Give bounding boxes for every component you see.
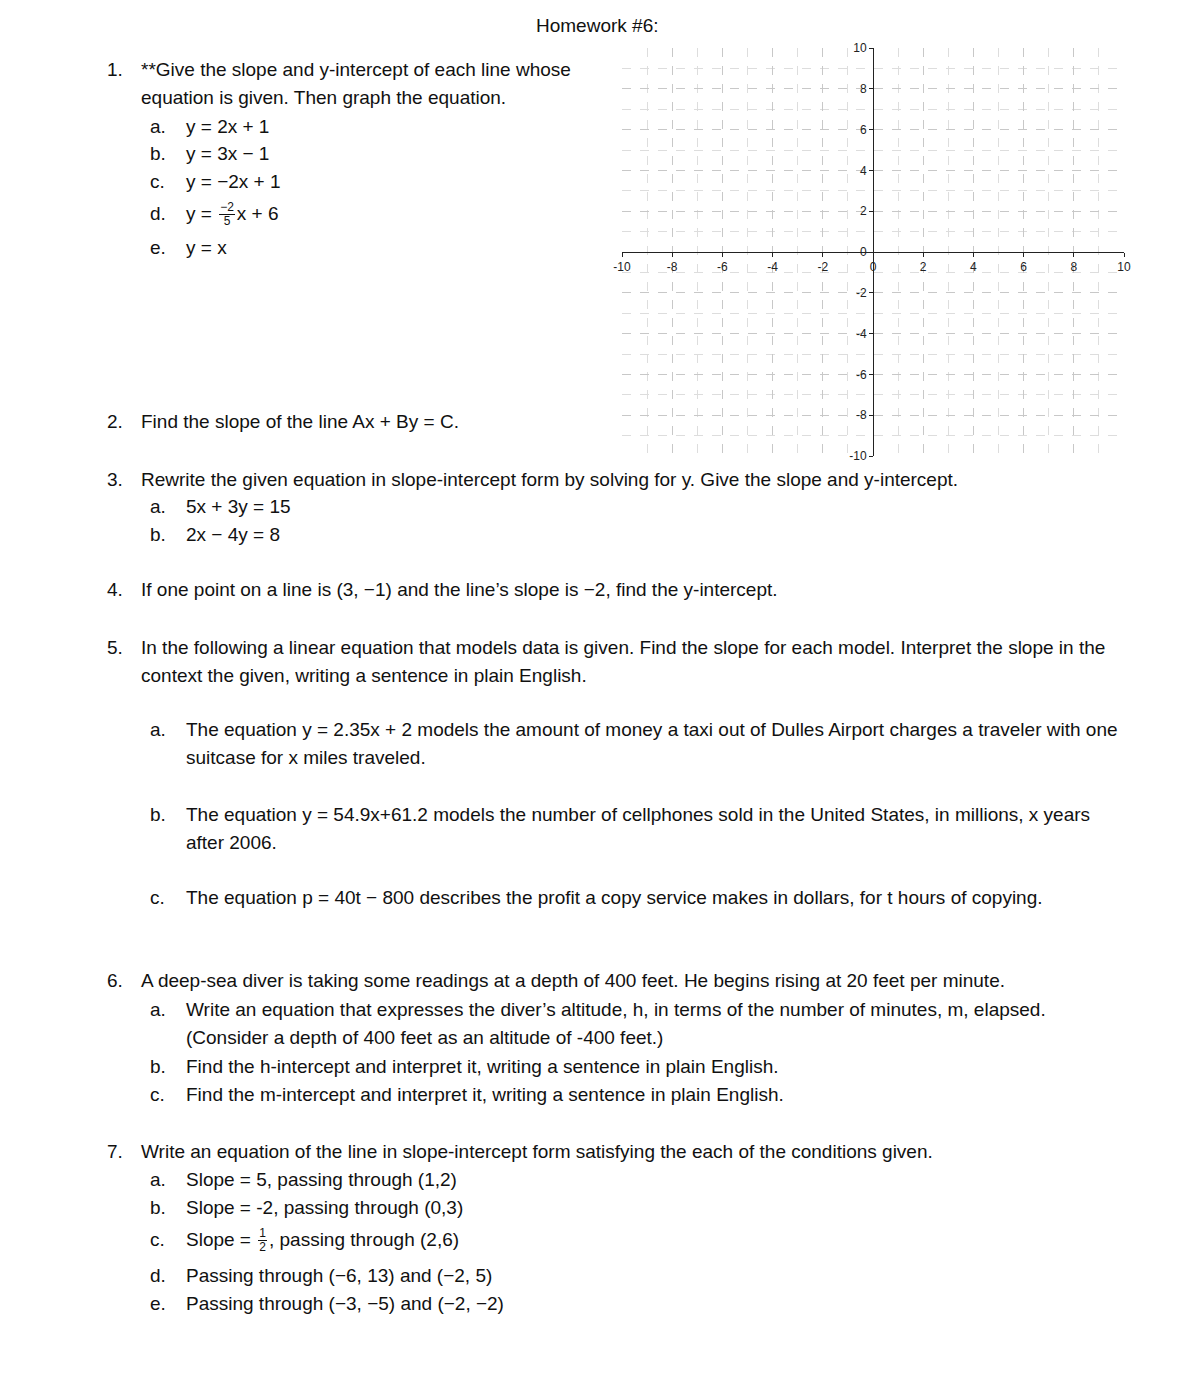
html-text:3.: 3. — [107, 469, 123, 490]
html-text:2, passing through (2,6): 2, passing through (2,6) — [259, 1229, 460, 1255]
svg-text:0: 0 — [860, 245, 867, 259]
html-text:d.: d. — [150, 203, 166, 224]
html-text:Rewrite the given equation in: Rewrite the given equation in slope-inte… — [141, 469, 959, 490]
html-text:7.: 7. — [107, 1141, 123, 1162]
svg-text:2: 2 — [920, 260, 927, 274]
svg-text:2: 2 — [860, 204, 867, 218]
svg-text:4: 4 — [860, 164, 867, 178]
html-text:Slope = 5, passing through (1,: Slope = 5, passing through (1,2) — [186, 1169, 457, 1190]
html-text:The equation y = 54.9x+61.2 mo: The equation y = 54.9x+61.2 models the n… — [186, 804, 1091, 853]
html-text:b.: b. — [150, 1197, 166, 1218]
html-text:y = −2x + 1: y = −2x + 1 — [186, 171, 281, 192]
svg-text:6: 6 — [1020, 260, 1027, 274]
html-text:Find the h-intercept and inter: Find the h-intercept and interpret it, w… — [186, 1056, 779, 1077]
svg-text:-8: -8 — [667, 260, 678, 274]
svg-text:-4: -4 — [767, 260, 778, 274]
html-text:Passing through (−3, −5) and (: Passing through (−3, −5) and (−2, −2) — [186, 1293, 504, 1314]
svg-text:-8: -8 — [856, 408, 867, 422]
html-text:Write an equation that express: Write an equation that expresses the div… — [186, 999, 1046, 1048]
html-text:y = 3x − 1: y = 3x − 1 — [186, 143, 270, 164]
html-text:Write an equation of the line: Write an equation of the line in slope-i… — [141, 1141, 933, 1162]
html-text:5x + 3y = 15: 5x + 3y = 15 — [186, 496, 291, 517]
svg-text:10: 10 — [853, 41, 867, 55]
svg-text:-10: -10 — [613, 260, 631, 274]
html-text:b.: b. — [150, 524, 166, 545]
svg-text:-2: -2 — [817, 260, 828, 274]
html-text:c.: c. — [150, 1084, 165, 1105]
html-text:b.: b. — [150, 143, 166, 164]
html-text:c.: c. — [150, 1229, 165, 1250]
svg-text:-4: -4 — [856, 327, 867, 341]
svg-text:-6: -6 — [856, 368, 867, 382]
svg-text:4: 4 — [970, 260, 977, 274]
html-text:b.: b. — [150, 804, 166, 825]
html-text:**Give the slope and y-interce: **Give the slope and y-intercept of each… — [141, 59, 571, 108]
html-text:A deep-sea diver is taking som: A deep-sea diver is taking some readings… — [141, 970, 1005, 991]
html-text:y = x: y = x — [186, 237, 227, 258]
html-text:Slope =1: Slope =1 — [186, 1226, 266, 1250]
svg-text:10: 10 — [1117, 260, 1131, 274]
html-text:a.: a. — [150, 496, 166, 517]
html-text:In the following a linear equa: In the following a linear equation that … — [141, 637, 1106, 686]
svg-text:8: 8 — [860, 82, 867, 96]
svg-text:0: 0 — [870, 260, 877, 274]
html-text:4.: 4. — [107, 579, 123, 600]
html-text:Homework #6:: Homework #6: — [536, 15, 659, 36]
svg-text:-6: -6 — [717, 260, 728, 274]
html-text:5 x + 6: 5 x + 6 — [223, 203, 279, 229]
html-text:e.: e. — [150, 1293, 166, 1314]
html-text:c.: c. — [150, 887, 165, 908]
html-text:c.: c. — [150, 171, 165, 192]
html-text:b.: b. — [150, 1056, 166, 1077]
svg-text:-10: -10 — [849, 449, 867, 463]
html-text:2x − 4y = 8: 2x − 4y = 8 — [186, 524, 280, 545]
html-text:y = 2x + 1: y = 2x + 1 — [186, 116, 270, 137]
html-text:The equation p = 40t − 800 des: The equation p = 40t − 800 describes the… — [186, 887, 1043, 908]
html-text:Slope = -2, passing through (0: Slope = -2, passing through (0,3) — [186, 1197, 464, 1218]
html-text:The equation y = 2.35x + 2 mod: The equation y = 2.35x + 2 models the am… — [186, 719, 1118, 768]
html-text:d.: d. — [150, 1265, 166, 1286]
html-text:a.: a. — [150, 999, 166, 1020]
html-text:Find the m-intercept and inter: Find the m-intercept and interpret it, w… — [186, 1084, 784, 1105]
html-text:If one point on a line is (3,: If one point on a line is (3, −1) and th… — [141, 579, 778, 600]
html-text:a.: a. — [150, 1169, 166, 1190]
svg-text:-2: -2 — [856, 286, 867, 300]
html-text:Passing through (−6, 13) and (: Passing through (−6, 13) and (−2, 5) — [186, 1265, 493, 1286]
html-text:y =−2: y =−2 — [186, 200, 234, 224]
svg-text:6: 6 — [860, 123, 867, 137]
svg-text:8: 8 — [1070, 260, 1077, 274]
html-text:e.: e. — [150, 237, 166, 258]
html-text:5.: 5. — [107, 637, 123, 658]
html-text:1.: 1. — [107, 59, 123, 80]
html-text:2.: 2. — [107, 411, 123, 432]
html-text:a.: a. — [150, 719, 166, 740]
html-text:Find the slope of the line Ax: Find the slope of the line Ax + By = C. — [141, 411, 459, 432]
html-text:a.: a. — [150, 116, 166, 137]
html-text:6.: 6. — [107, 970, 123, 991]
